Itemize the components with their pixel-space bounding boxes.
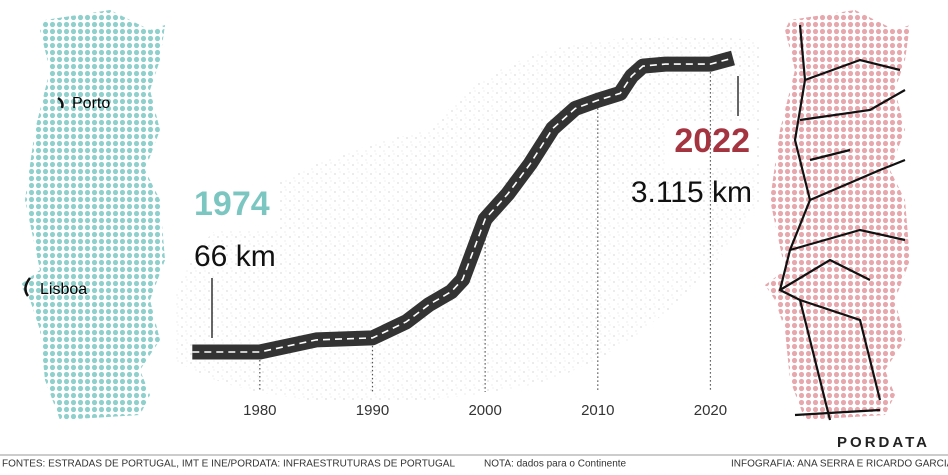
- label-box: [192, 185, 280, 229]
- end-year: 2022: [674, 122, 750, 160]
- city-label: Lisboa: [40, 281, 87, 298]
- porto-marker: [57, 96, 64, 109]
- footer-credits: INFOGRAFIA: ANA SERRA E RICARDO GARCIA: [731, 459, 948, 470]
- x-tick-label: 1990: [356, 402, 389, 419]
- footer-note: NOTA: dados para o Continente: [484, 459, 627, 470]
- x-tick-label: 2010: [581, 402, 614, 419]
- footer-sources: FONTES: ESTRADAS DE PORTUGAL, IMT E INE/…: [2, 459, 455, 470]
- map-portugal-right: [765, 10, 910, 420]
- x-tick-label: 2020: [694, 402, 727, 419]
- road-network: [778, 24, 906, 421]
- brand: PORDATA: [837, 434, 930, 451]
- x-tick-label: 1980: [243, 402, 276, 419]
- map-portugal-left: [20, 10, 165, 420]
- start-year: 1974: [194, 185, 270, 223]
- lisboa-marker: [24, 277, 31, 297]
- end-value: 3.115 km: [631, 176, 752, 209]
- x-tick-label: 2000: [468, 402, 501, 419]
- road-centerline: [192, 57, 734, 353]
- start-value: 66 km: [194, 240, 276, 273]
- noise-background: [175, 36, 760, 403]
- city-label: Porto: [72, 95, 110, 112]
